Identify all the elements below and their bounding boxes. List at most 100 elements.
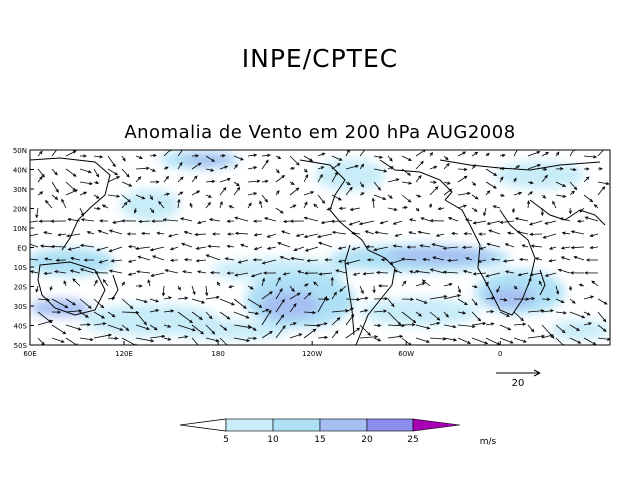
wind-vector [65,298,77,306]
wind-vector [233,186,241,196]
wind-vector [415,282,426,287]
wind-vector [303,283,309,287]
latitude-axis: 50N 40N 30N 20N 10N EQ 10S 20S 30S 40S 50S [13,147,34,350]
wind-vector [597,150,606,157]
wind-vector [486,242,501,248]
wind-vector [394,233,403,237]
wind-vector [30,243,39,248]
wind-vector [108,246,123,253]
wind-vector [293,246,305,252]
wind-vector [149,168,156,172]
wind-vector [289,333,303,339]
wind-vector [392,244,403,248]
wind-vector [177,311,193,324]
wind-vector [527,309,545,313]
wind-vector [121,298,134,310]
wind-vector [457,175,468,183]
wind-vector [406,245,417,249]
wind-vector [279,256,291,261]
wind-vector [373,168,388,173]
wind-vector [183,258,193,262]
wind-vector [527,277,532,287]
wind-vector [435,233,445,237]
wind-vector [569,167,577,172]
wind-vector [415,298,428,304]
colorbar-unit: m/s [480,437,497,447]
wind-vector [471,337,489,345]
wind-vector [275,190,280,196]
wind-vector [583,176,590,183]
wind-vector [541,194,547,199]
wind-vector [98,259,109,264]
wind-vector [234,231,249,236]
wind-vector [374,230,389,235]
wind-vector [93,333,113,339]
wind-vector [79,243,95,248]
wind-vector [401,323,416,327]
wind-vector [548,259,557,263]
wind-vector [289,285,295,293]
wind-vector [555,324,566,334]
wind-vector [108,269,123,274]
wind-vector [226,244,235,249]
wind-vector [152,255,165,261]
wind-vector [107,155,116,168]
wind-vector [584,271,599,275]
wind-vector [240,243,249,248]
wind-vector [318,241,333,248]
wind-vector [191,154,200,158]
wind-vector [457,151,467,157]
wind-vector [429,165,438,170]
wind-vector [364,230,375,235]
wind-vector [121,201,128,209]
wind-vector [219,311,231,320]
wind-vector [80,154,88,158]
wind-vector [324,258,333,262]
wind-vector [297,270,305,274]
wind-vector [379,220,389,225]
wind-vector [318,272,333,276]
wind-vector [366,258,375,262]
wind-vector [415,150,426,157]
wind-vector [93,155,104,159]
wind-vector [401,155,413,161]
wind-vector [67,217,81,222]
wind-vector [317,173,323,183]
wind-vector [79,298,92,309]
wind-vector [345,181,351,186]
wind-vector [597,167,603,171]
wind-vector [205,254,221,261]
wind-vector [472,272,487,276]
wind-vector [527,296,536,301]
wind-vector [79,323,91,327]
wind-vector [486,220,501,225]
wind-vector [544,220,557,225]
wind-vector [338,206,347,210]
wind-vector [409,270,417,274]
wind-vector [211,232,220,236]
wind-vector [541,297,551,301]
wind-vector [499,220,515,224]
wind-vector [387,334,404,339]
wind-vector [401,168,412,176]
wind-vector [345,297,361,302]
wind-vector [457,167,468,172]
wind-vector [136,284,143,288]
south-america-east [355,239,396,345]
wind-vector [247,298,263,308]
wind-vector [589,233,599,238]
wind-vector [345,259,361,265]
wind-vector [496,285,501,293]
wind-vector [443,294,462,300]
wind-vector [504,243,515,248]
wind-vector [228,205,235,209]
wind-vector [127,272,137,276]
wind-vector [50,219,67,223]
wind-vector [415,194,422,198]
wind-vector [247,179,261,183]
wind-vector [205,155,216,162]
wind-vector [488,229,501,235]
wind-vector [387,194,393,199]
wind-vector [197,220,207,225]
wind-vector [597,337,610,341]
